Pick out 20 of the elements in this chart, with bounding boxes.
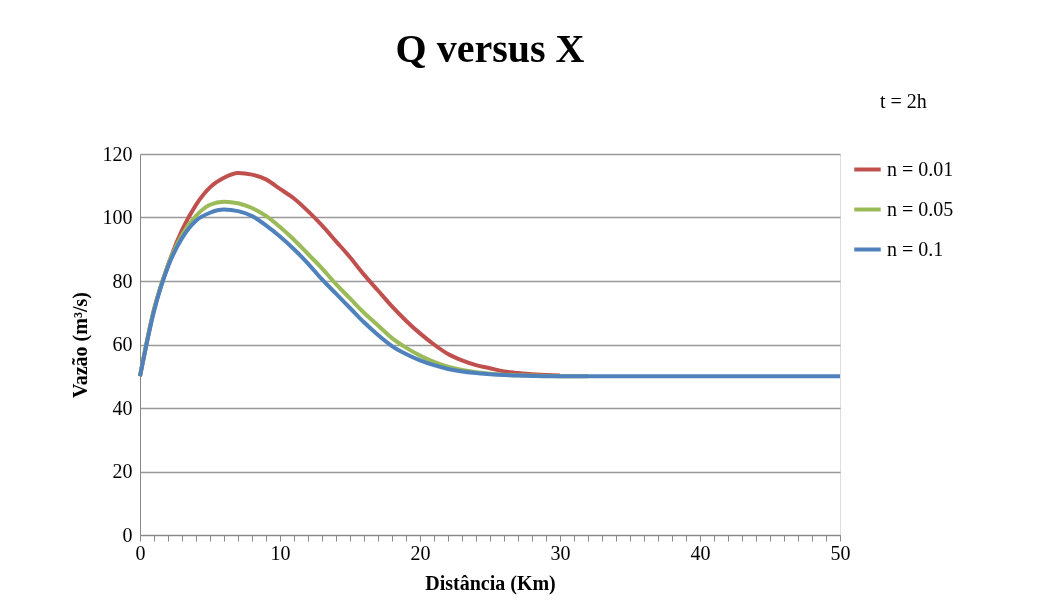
text: t = 2h	[880, 90, 927, 112]
y-tick-label: 100	[102, 206, 133, 228]
legend-label: n = 0.1	[887, 237, 944, 260]
x-tick-label: 50	[830, 541, 851, 564]
x-axis-title: Distância (Km)	[425, 571, 556, 595]
x-tick-label: 20	[410, 541, 431, 564]
chart-title: Q versus X	[395, 26, 585, 71]
y-axis-title: Vazão (m³/s)	[68, 292, 92, 398]
y-tick-label: 40	[112, 396, 133, 419]
legend-label: n = 0.05	[887, 197, 954, 220]
legend-label: n = 0.01	[887, 157, 954, 180]
y-tick-label: 0	[122, 523, 133, 546]
y-tick-label: 120	[102, 142, 133, 165]
line-series	[138, 207, 842, 379]
y-tick-label: 60	[112, 333, 133, 355]
x-tick-label: 10	[270, 541, 291, 564]
y-tick-label: 20	[112, 460, 133, 482]
x-tick-label: 30	[550, 541, 571, 564]
y-tick-label: 80	[112, 269, 133, 292]
x-tick-label: 40	[690, 541, 711, 564]
